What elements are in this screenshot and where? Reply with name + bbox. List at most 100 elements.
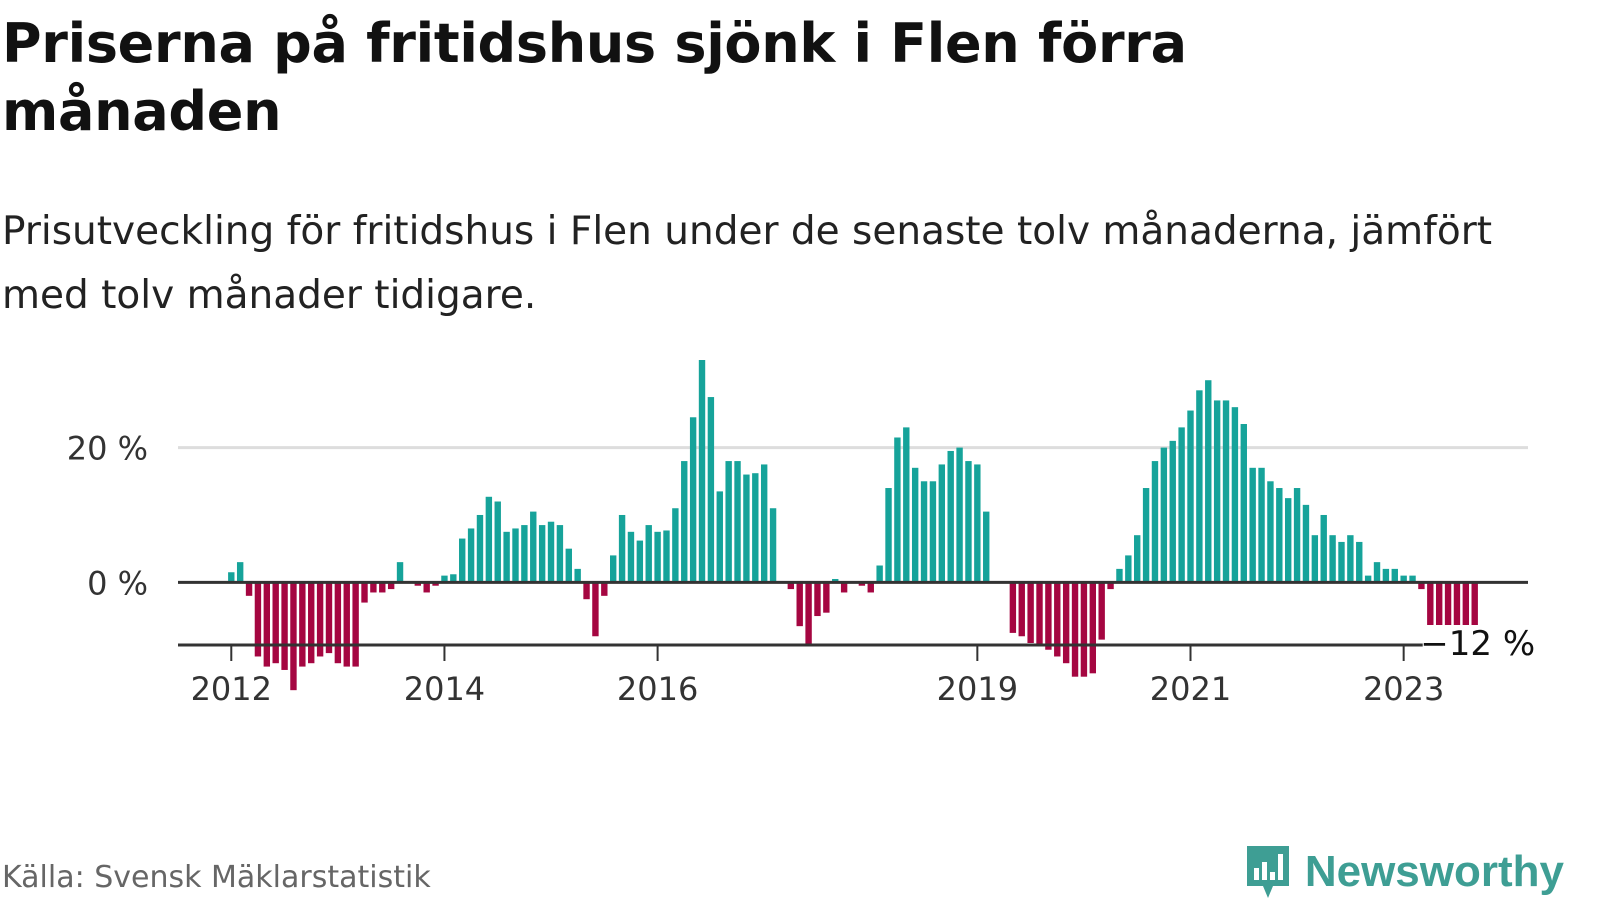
bar xyxy=(1409,575,1416,583)
brand-name: Newsworthy xyxy=(1304,847,1564,896)
bar xyxy=(1267,481,1274,583)
bar xyxy=(947,450,954,583)
bar xyxy=(1302,504,1310,583)
bar xyxy=(459,538,466,583)
bar xyxy=(654,531,661,583)
bar xyxy=(441,575,448,583)
bar xyxy=(1160,447,1168,583)
bar xyxy=(1427,582,1434,637)
bar xyxy=(343,582,350,667)
bar xyxy=(832,578,839,583)
bar xyxy=(1213,400,1221,583)
bar xyxy=(521,525,528,583)
bar xyxy=(450,574,457,583)
bar xyxy=(1027,582,1034,643)
source-note: Källa: Svensk Mäklarstatistik xyxy=(2,860,431,895)
bar xyxy=(1249,467,1256,583)
y-tick-label: 0 % xyxy=(87,564,148,602)
bar xyxy=(592,582,599,637)
bar xyxy=(530,511,537,583)
bar xyxy=(725,461,732,583)
bar-chart-speech-bubble-icon xyxy=(1246,846,1289,898)
last-value-label: −12 % xyxy=(1420,624,1535,664)
bar xyxy=(290,582,297,691)
bar xyxy=(1151,461,1159,583)
brand-logo: Newsworthy xyxy=(1243,842,1564,902)
bar xyxy=(840,582,848,593)
bar xyxy=(876,565,883,583)
bar xyxy=(974,464,981,583)
bar xyxy=(1258,467,1265,583)
bar xyxy=(281,582,288,670)
bar xyxy=(1018,582,1025,637)
bar xyxy=(1142,488,1150,583)
bar xyxy=(1418,582,1425,590)
bar xyxy=(1400,575,1407,583)
bar xyxy=(689,417,697,583)
bar xyxy=(432,582,439,586)
bar xyxy=(769,508,777,583)
bar xyxy=(1125,555,1132,583)
bar xyxy=(325,582,333,654)
bar xyxy=(1062,582,1070,664)
bar xyxy=(1329,535,1336,583)
bar xyxy=(823,582,830,613)
bar xyxy=(1356,541,1363,583)
bar xyxy=(698,360,706,583)
bar xyxy=(1036,582,1043,647)
bar xyxy=(316,582,324,657)
bar xyxy=(1240,424,1247,583)
bar xyxy=(1231,407,1239,583)
bar xyxy=(574,568,581,583)
bar xyxy=(1222,400,1230,583)
bar xyxy=(1009,582,1017,633)
bar xyxy=(965,461,972,583)
chart-subtitle: Prisutveckling för fritidshus i Flen und… xyxy=(2,209,1493,318)
bar xyxy=(583,582,590,600)
bar xyxy=(254,582,262,657)
bar xyxy=(370,582,377,593)
bar xyxy=(396,562,404,583)
bar xyxy=(681,461,688,583)
bar xyxy=(618,514,626,583)
bar xyxy=(1373,562,1381,583)
bar xyxy=(743,474,750,583)
bar xyxy=(716,491,723,583)
x-tick-label: 2012 xyxy=(191,670,272,708)
bar xyxy=(263,582,271,667)
bar xyxy=(1187,410,1194,583)
bar xyxy=(1391,568,1398,583)
bar xyxy=(503,531,510,583)
bar xyxy=(565,548,572,583)
bar xyxy=(1338,541,1345,583)
bar xyxy=(1320,514,1327,583)
bar xyxy=(352,582,359,667)
bar xyxy=(512,528,519,583)
bar xyxy=(538,525,546,583)
bar xyxy=(1311,535,1319,583)
bar xyxy=(334,582,342,664)
bar xyxy=(894,437,901,583)
bar xyxy=(627,531,635,583)
x-tick-label: 2016 xyxy=(617,670,698,708)
last-value-label-bg xyxy=(1422,625,1533,663)
bar xyxy=(983,511,990,583)
bar xyxy=(929,481,937,583)
bar xyxy=(760,464,768,583)
bar xyxy=(1382,568,1390,583)
x-tick-label: 2023 xyxy=(1363,670,1444,708)
bar xyxy=(236,562,244,583)
bar xyxy=(814,582,821,617)
bar xyxy=(387,582,395,590)
bar xyxy=(734,461,741,583)
bar xyxy=(423,582,430,593)
bar xyxy=(467,528,475,583)
chart-title: Priserna på fritidshus sjönk i Flen förr… xyxy=(2,12,1187,143)
bar xyxy=(903,427,910,583)
bar xyxy=(308,582,315,664)
bar xyxy=(1364,575,1372,583)
x-tick-label: 2021 xyxy=(1150,670,1231,708)
bar xyxy=(1080,582,1088,677)
bar-chart: 0 % 20 % 2012 2014 2016 2019 2021 2023 −12 % xyxy=(67,360,1535,708)
bar xyxy=(1116,568,1123,583)
